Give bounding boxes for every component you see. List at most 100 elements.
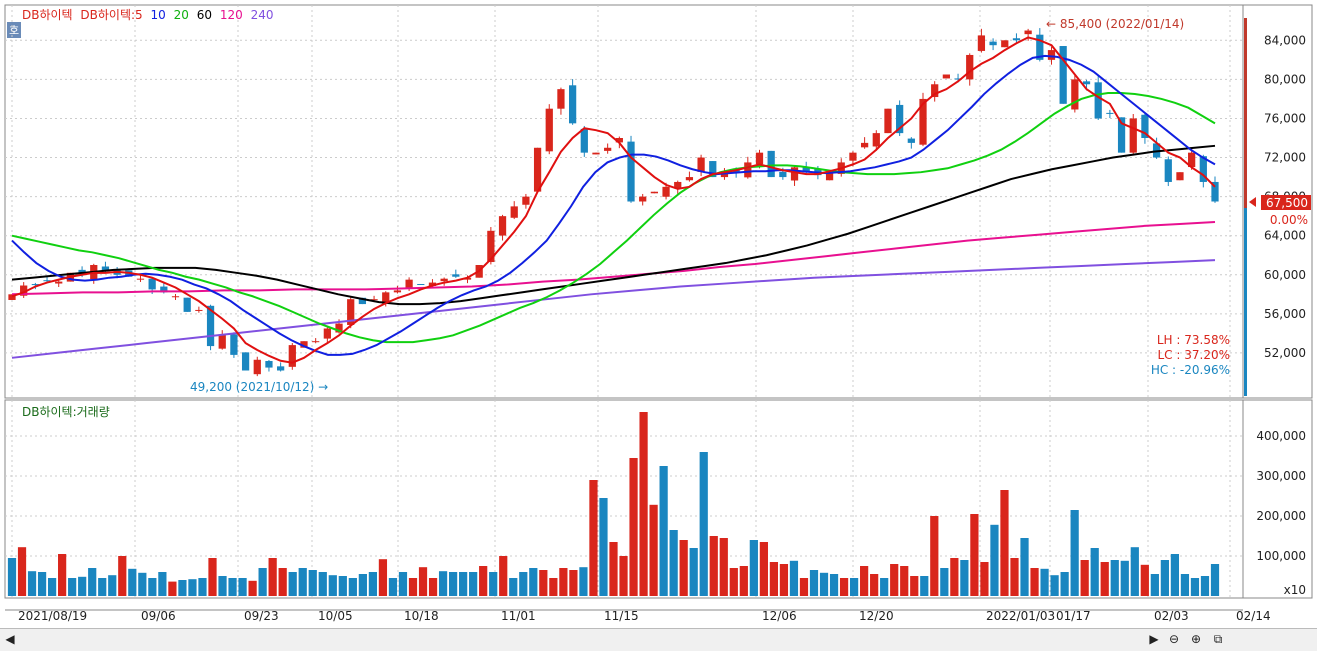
candle-body xyxy=(405,279,413,288)
candle-body xyxy=(884,108,892,134)
volume-bar xyxy=(168,581,177,596)
zoom-in-icon[interactable]: ⊕ xyxy=(1190,632,1202,646)
volume-bar xyxy=(108,575,117,596)
candle-body xyxy=(977,35,986,51)
volume-bar xyxy=(298,568,307,596)
candle-body xyxy=(1036,34,1044,60)
x-tick-label: 11/15 xyxy=(604,609,639,623)
volume-bar xyxy=(1080,560,1089,596)
candle-body xyxy=(825,172,834,181)
candle-body xyxy=(1117,117,1126,153)
volume-bar xyxy=(559,568,568,596)
volume-bar xyxy=(1100,562,1109,596)
scroll-left-icon[interactable]: ◀ xyxy=(5,632,15,646)
volume-bar xyxy=(358,574,367,596)
price-tick-label: 60,000 xyxy=(1264,268,1306,282)
volume-axis xyxy=(1242,399,1313,599)
candle-body xyxy=(522,196,530,205)
volume-bar xyxy=(438,571,448,596)
volume-bar xyxy=(539,570,548,596)
volume-bar xyxy=(288,572,297,596)
volume-bar xyxy=(619,556,628,596)
candle-body xyxy=(1012,38,1021,41)
volume-bar xyxy=(1090,548,1099,596)
candle-body xyxy=(709,161,717,178)
candle-body xyxy=(1094,82,1102,119)
candle-body xyxy=(627,141,635,202)
volume-bar xyxy=(448,572,458,596)
x-tick-label: 10/18 xyxy=(404,609,439,623)
volume-bar xyxy=(839,578,849,596)
candle-body xyxy=(942,74,950,79)
volume-bar xyxy=(900,566,909,596)
candle-body xyxy=(790,167,799,181)
candle-body xyxy=(860,142,869,148)
legend-ma60: 60 xyxy=(196,8,213,22)
price-tick-label: 80,000 xyxy=(1264,72,1306,86)
candle-body xyxy=(382,292,390,303)
price-tick-label: 76,000 xyxy=(1264,111,1306,125)
volume-bar xyxy=(1060,572,1069,596)
volume-bar xyxy=(68,578,77,596)
volume-bar xyxy=(699,452,708,596)
price-tick-label: 52,000 xyxy=(1264,346,1306,360)
volume-bar xyxy=(328,575,337,596)
volume-bar xyxy=(198,578,207,596)
volume-bar xyxy=(7,558,17,596)
volume-bar xyxy=(729,568,738,596)
ma10-line xyxy=(11,54,1216,356)
volume-bar xyxy=(1110,560,1119,596)
zoom-out-icon[interactable]: ⊖ xyxy=(1168,632,1180,646)
volume-bar xyxy=(709,536,718,596)
chart-fit-icon[interactable]: ⧉ xyxy=(1213,632,1223,646)
volume-bar xyxy=(849,578,859,596)
legend-ma10: 10 xyxy=(150,8,166,22)
candle-body xyxy=(650,191,658,194)
title-badge: 호 xyxy=(9,24,19,37)
candle-body xyxy=(569,85,577,124)
candle-body xyxy=(393,290,402,293)
volume-bar xyxy=(489,572,498,596)
volume-bar xyxy=(819,572,829,596)
volume-bar xyxy=(970,514,979,596)
candle-body xyxy=(767,150,775,178)
volume-bar xyxy=(509,578,518,596)
volume-bar xyxy=(278,568,287,596)
candle-body xyxy=(20,285,28,296)
volume-bar xyxy=(1020,538,1029,596)
x-tick-label: 2022/01/03 xyxy=(986,609,1055,623)
volume-bar xyxy=(1130,547,1139,596)
candle-body xyxy=(557,89,565,109)
volume-bar xyxy=(308,570,317,596)
volume-bar xyxy=(1200,576,1210,596)
scroll-right-icon[interactable]: ▶ xyxy=(1149,632,1159,646)
volume-bar xyxy=(649,504,658,596)
volume-bar xyxy=(158,572,167,596)
candle-body xyxy=(639,196,647,202)
volume-bar xyxy=(1000,490,1009,596)
candle-body xyxy=(849,152,857,161)
volume-bar xyxy=(639,412,648,596)
candle-body xyxy=(1211,181,1219,202)
low-annotation: 49,200 (2021/10/12) → xyxy=(190,380,328,394)
candle-body xyxy=(241,352,250,371)
candle-body xyxy=(1141,114,1149,138)
volume-bar xyxy=(739,566,748,596)
volume-bar xyxy=(1070,510,1079,596)
candle-body xyxy=(195,309,203,311)
candle-body xyxy=(580,128,588,153)
volume-bar xyxy=(749,540,758,596)
candle-body xyxy=(1164,159,1172,182)
candle-body xyxy=(744,162,752,178)
horizontal-scrollbar[interactable] xyxy=(0,628,1317,651)
candle-body xyxy=(802,167,810,173)
x-tick-label: 12/20 xyxy=(859,609,894,623)
volume-bar xyxy=(118,556,127,596)
candle-body xyxy=(1024,30,1032,35)
volume-bar xyxy=(679,540,688,596)
volume-bar xyxy=(1040,568,1049,596)
volume-bar xyxy=(799,578,809,596)
volume-bar xyxy=(348,578,357,596)
current-change: 0.00% xyxy=(1270,213,1308,227)
volume-bar xyxy=(1190,578,1200,596)
